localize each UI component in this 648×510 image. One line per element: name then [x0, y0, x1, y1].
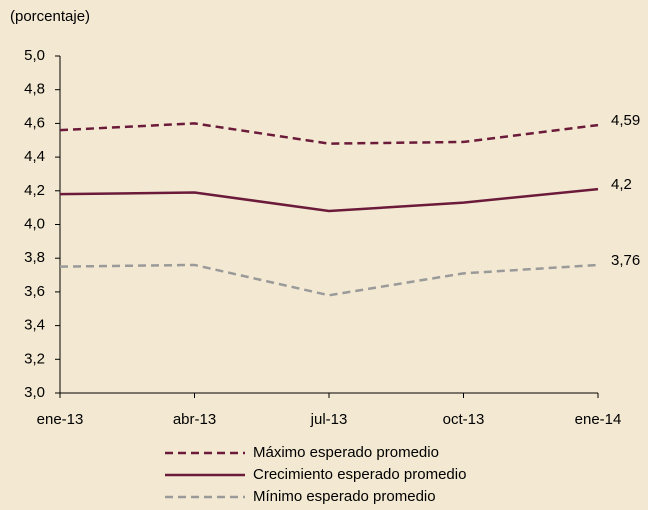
y-tick-label: 5,0 — [24, 47, 45, 64]
y-tick-label: 4,4 — [24, 148, 45, 165]
x-tick-label: ene-14 — [575, 411, 622, 428]
y-tick-label: 3,4 — [24, 317, 45, 334]
series-line — [59, 122, 599, 145]
value-label: 4,59 — [611, 112, 640, 129]
x-tick-label: oct-13 — [443, 411, 485, 428]
value-label: 4,2 — [611, 176, 632, 193]
x-tick-label: jul-13 — [310, 411, 348, 428]
legend-label: Mínimo esperado promedio — [253, 488, 436, 505]
y-tick-label: 3,6 — [24, 283, 45, 300]
y-tick-label: 3,2 — [24, 350, 45, 367]
y-tick-label: 3,0 — [24, 384, 45, 401]
legend-label: Máximo esperado promedio — [253, 444, 439, 461]
legend-label: Crecimiento esperado promedio — [253, 466, 466, 483]
y-tick-label: 4,0 — [24, 215, 45, 232]
series-line — [59, 187, 599, 213]
series-line — [59, 263, 599, 297]
y-tick-label: 4,2 — [24, 182, 45, 199]
x-tick-label: abr-13 — [173, 411, 216, 428]
y-tick-label: 3,8 — [24, 249, 45, 266]
x-tick-label: ene-13 — [37, 411, 84, 428]
value-label: 3,76 — [611, 252, 640, 269]
y-tick-label: 4,8 — [24, 81, 45, 98]
y-tick-label: 4,6 — [24, 114, 45, 131]
y-axis-label: (porcentaje) — [10, 8, 90, 25]
